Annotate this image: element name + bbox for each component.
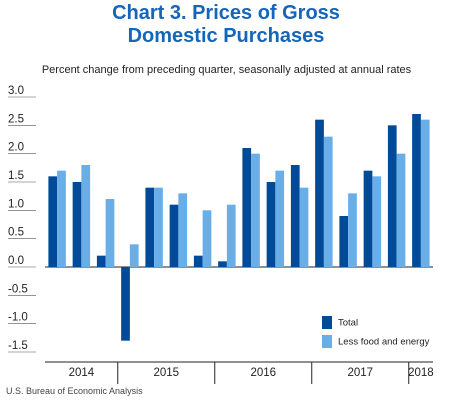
bar (396, 153, 406, 267)
chart-subtitle: Percent change from preceding quarter, s… (41, 64, 412, 76)
chart: 3.0 2.5 2.0 1.5 1.0 0.5 0.0 -0.5 -1.0 -1.5 2014 201… (8, 85, 434, 384)
y-tick-label: 1.5 (8, 170, 24, 182)
bar (169, 204, 179, 267)
bar (323, 136, 333, 267)
y-tick-label: 2.0 (8, 142, 24, 154)
bar (154, 187, 163, 267)
bar (218, 261, 227, 267)
y-tick-label: 0.5 (8, 227, 24, 239)
bar (226, 204, 236, 267)
bar (72, 182, 82, 267)
bar (372, 176, 382, 267)
bar (178, 193, 188, 267)
y-tick-label: -0.5 (8, 283, 28, 295)
y-tick-label: 2.5 (8, 113, 24, 125)
bar (290, 165, 300, 267)
bar (348, 193, 357, 267)
bar (121, 267, 130, 341)
x-group-label: 2014 (69, 367, 95, 379)
bar (48, 176, 58, 267)
legend-label: Total (338, 318, 358, 329)
bar (81, 165, 91, 267)
x-group-label: 2018 (408, 367, 434, 379)
y-tick-label: 1.0 (8, 198, 24, 210)
x-group-label: 2017 (347, 367, 373, 379)
bar (275, 170, 285, 267)
source-note: U.S. Bureau of Economic Analysis (6, 386, 143, 396)
bar (420, 119, 430, 268)
bar (412, 114, 421, 267)
bar (266, 182, 276, 267)
legend-swatch (322, 335, 332, 348)
bar (57, 170, 66, 267)
bar (251, 153, 260, 267)
legend-swatch (322, 316, 332, 329)
bar (193, 255, 203, 267)
bar (145, 187, 155, 267)
bar (105, 199, 115, 267)
bar (129, 244, 139, 267)
x-group-label: 2016 (250, 367, 276, 379)
bar (299, 187, 309, 267)
y-tick-label: -1.5 (8, 340, 28, 352)
bar (96, 255, 106, 267)
chart-title: Chart 3. Prices of Gross Domestic Purcha… (112, 2, 340, 47)
bar (339, 216, 349, 267)
y-tick-label: -1.0 (8, 312, 28, 324)
bar (242, 148, 252, 267)
y-tick-label: 0.0 (8, 255, 24, 267)
legend-label: Less food and energy (338, 337, 430, 348)
bar (363, 170, 373, 267)
bar (202, 210, 212, 267)
x-group-label: 2015 (153, 367, 179, 379)
y-tick-label: 3.0 (8, 85, 24, 97)
bar (387, 125, 397, 267)
bar (315, 119, 324, 268)
